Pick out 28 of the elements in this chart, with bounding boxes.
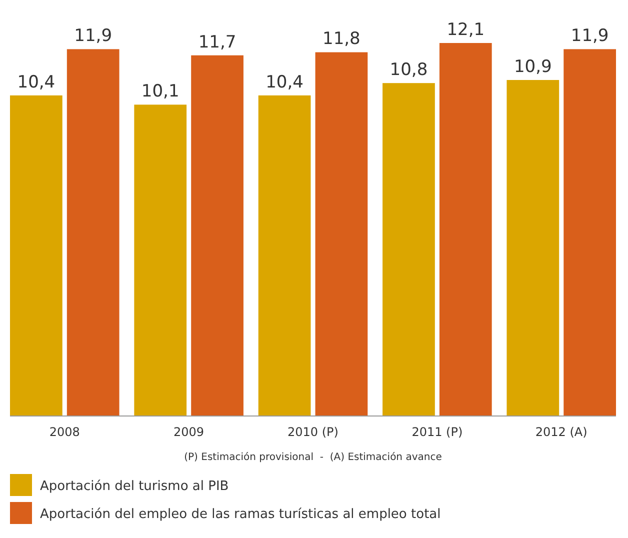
x-tick-label: 2008	[49, 425, 80, 439]
data-label: 11,9	[570, 26, 609, 46]
data-label: 11,8	[322, 29, 360, 50]
data-label: 12,1	[446, 20, 485, 40]
bar	[258, 95, 311, 416]
data-label: 10,4	[266, 72, 304, 92]
bar	[564, 49, 616, 416]
data-label: 10,9	[514, 56, 552, 77]
x-tick-label: 2012 (A)	[535, 425, 588, 439]
bar	[10, 95, 62, 416]
bar	[506, 80, 560, 416]
data-label: 10,8	[390, 60, 428, 80]
data-label: 10,1	[141, 82, 180, 102]
x-tick-label: 2011 (P)	[412, 425, 463, 439]
bar	[66, 49, 120, 416]
x-tick-label: 2009	[174, 425, 204, 439]
x-tick-label: 2010 (P)	[288, 425, 338, 439]
bar	[134, 104, 187, 416]
data-label: 11,7	[198, 32, 236, 52]
text: (P) Estimación provisional - (A) Estimación avance	[184, 452, 442, 463]
legend-label: Aportación del turismo al PIB	[40, 479, 229, 494]
bar	[439, 43, 492, 416]
bar	[382, 83, 435, 416]
bar	[191, 55, 244, 416]
bar	[315, 52, 368, 416]
legend-label: Aportación del empleo de las ramas turísticas al empleo total	[40, 507, 441, 522]
data-label: 11,9	[74, 26, 112, 46]
data-label: 10,4	[17, 72, 56, 92]
